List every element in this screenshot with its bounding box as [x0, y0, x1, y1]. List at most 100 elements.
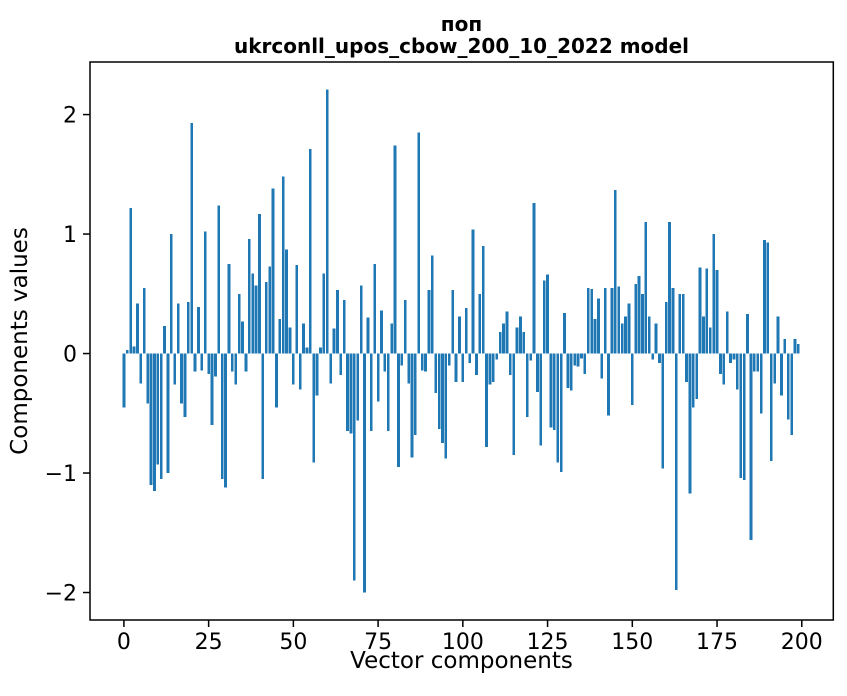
bar	[244, 353, 248, 372]
bar	[539, 353, 543, 446]
bar	[481, 246, 485, 354]
bar	[688, 353, 692, 494]
bar	[458, 316, 461, 354]
bar	[153, 353, 156, 491]
bar	[722, 353, 726, 385]
bar	[312, 353, 316, 463]
bar	[224, 353, 227, 488]
bar	[237, 293, 241, 354]
bar	[739, 353, 743, 478]
bar	[542, 280, 546, 354]
bar	[261, 353, 265, 480]
bar	[569, 353, 573, 391]
bar	[729, 353, 732, 364]
bar	[176, 303, 180, 354]
bar	[780, 353, 783, 396]
bar	[512, 353, 516, 456]
bar	[247, 238, 251, 354]
bar	[190, 122, 194, 354]
bar	[661, 353, 665, 469]
bar	[749, 353, 753, 540]
bar	[386, 353, 390, 432]
bar	[776, 316, 780, 354]
bar	[658, 353, 661, 364]
bar	[200, 353, 204, 371]
bar	[563, 312, 566, 354]
y-tick-label: 0	[63, 343, 77, 368]
bar	[515, 327, 519, 354]
bar	[454, 353, 458, 383]
bar	[695, 353, 699, 399]
bar	[227, 263, 231, 354]
bar	[600, 353, 604, 379]
x-axis-label: Vector components	[350, 648, 573, 674]
bar	[566, 353, 570, 389]
bar	[325, 89, 329, 354]
y-tick-label: −2	[45, 582, 77, 607]
bar	[241, 321, 244, 354]
x-tick-label: 25	[195, 630, 223, 655]
bar	[644, 222, 648, 354]
bar	[319, 347, 322, 354]
bar	[491, 353, 495, 383]
bar	[763, 240, 766, 354]
bar	[552, 353, 556, 431]
bar	[505, 311, 509, 354]
bar	[681, 293, 685, 354]
bar	[169, 234, 173, 354]
bar	[627, 303, 631, 354]
bar	[590, 289, 593, 354]
bar	[410, 353, 414, 458]
bar	[380, 310, 383, 354]
bar	[332, 328, 336, 354]
bar	[258, 213, 261, 354]
bar	[336, 290, 339, 354]
bar	[159, 353, 163, 480]
bar	[610, 287, 614, 354]
bar	[725, 311, 729, 354]
bar	[637, 275, 641, 354]
bar	[149, 353, 153, 485]
bar	[275, 353, 278, 408]
bar	[786, 353, 790, 420]
bar	[414, 353, 417, 435]
bar	[685, 353, 688, 383]
bar	[129, 207, 133, 354]
bar	[197, 306, 200, 354]
bar	[576, 353, 580, 367]
bar	[278, 318, 282, 354]
bar	[376, 353, 380, 402]
bar	[383, 353, 387, 372]
x-tick-label: 0	[117, 630, 131, 655]
bar	[736, 353, 739, 390]
bar	[125, 349, 129, 354]
bar	[485, 353, 488, 447]
bar	[292, 353, 295, 385]
bar	[746, 314, 749, 354]
bar	[264, 281, 268, 354]
bar	[773, 353, 777, 384]
bar	[766, 242, 770, 354]
bar	[430, 255, 434, 354]
bar	[363, 353, 366, 593]
bar	[620, 323, 624, 354]
bar	[163, 326, 166, 354]
bar	[322, 273, 326, 354]
x-axis-ticks: 0 25 50 75 100 125 150 175 200	[117, 620, 823, 655]
bar	[346, 353, 349, 432]
bar	[573, 353, 577, 366]
bar	[529, 353, 532, 361]
bar	[136, 303, 139, 354]
bar	[759, 353, 763, 414]
bar	[502, 323, 505, 354]
bar	[156, 353, 160, 465]
bar	[268, 266, 271, 354]
bar	[342, 299, 346, 354]
bar	[424, 353, 427, 372]
bar	[495, 353, 499, 360]
bar	[400, 353, 404, 366]
bar	[668, 222, 671, 354]
bar	[451, 290, 455, 354]
bar	[464, 308, 468, 354]
bar	[234, 353, 238, 385]
